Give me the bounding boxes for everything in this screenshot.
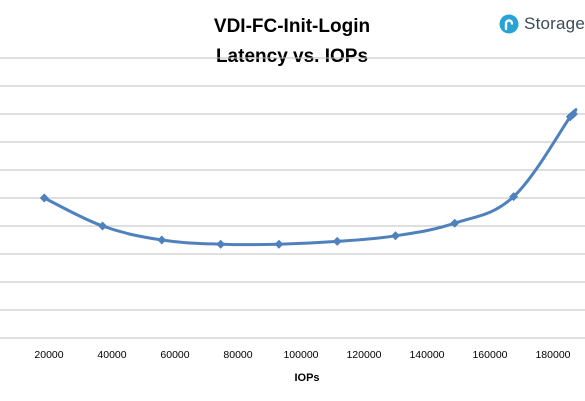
- x-tick-label: 160000: [472, 349, 507, 361]
- gridlines: [0, 57, 585, 339]
- chart-title-line-1: VDI-FC-Init-Login: [214, 16, 370, 37]
- data-point-marker: [39, 193, 49, 203]
- x-tick-label: 20000: [34, 349, 63, 361]
- x-tick-label: 180000: [535, 349, 570, 361]
- data-point-marker: [216, 239, 226, 249]
- x-tick-label: 100000: [283, 349, 318, 361]
- data-point-marker: [157, 235, 167, 245]
- data-point-marker: [509, 192, 519, 202]
- data-point-marker: [98, 221, 108, 231]
- storage-logo: Storage: [499, 14, 585, 34]
- data-point-marker: [274, 239, 284, 249]
- x-tick-label: 40000: [97, 349, 126, 361]
- data-point-marker: [568, 109, 578, 119]
- chart-title-line-2: Latency vs. IOPs: [216, 46, 368, 67]
- x-axis-title: IOPs: [294, 372, 319, 384]
- series-layer: [39, 108, 578, 249]
- data-point-marker: [450, 218, 460, 228]
- data-point-marker: [391, 231, 400, 241]
- x-tick-label: 80000: [223, 349, 252, 361]
- x-tick-label: 60000: [160, 349, 189, 361]
- data-point-marker: [332, 236, 342, 246]
- series-line: [42, 108, 578, 247]
- x-tick-label: 140000: [409, 349, 444, 361]
- x-tick-label: 120000: [346, 349, 381, 361]
- x-axis-ticks: 20000 40000 60000 80000 100000 120000 140000 16…: [34, 349, 570, 361]
- storage-logo-text: Storage: [524, 14, 585, 33]
- storage-logo-icon: [499, 14, 519, 34]
